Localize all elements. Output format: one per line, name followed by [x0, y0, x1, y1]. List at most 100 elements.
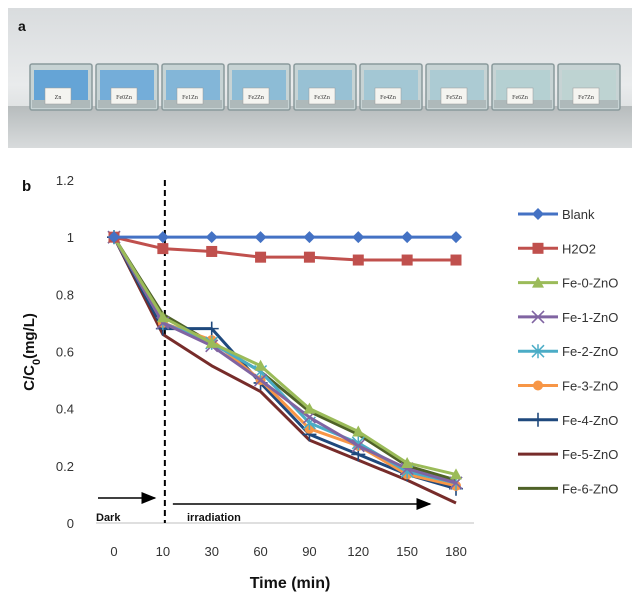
data-point	[352, 425, 365, 437]
legend-label: Fe-5-ZnO	[562, 447, 618, 462]
x-tick-label: 60	[253, 544, 267, 559]
series-fe-3-zno	[109, 232, 461, 491]
x-axis-title: Time (min)	[250, 575, 331, 592]
tray-label: Fe2Zn	[248, 95, 264, 101]
y-axis-ticks: 0 0.2 0.4 0.6 0.8 1 1.2	[56, 173, 74, 531]
y-tick-label: 0	[67, 516, 74, 531]
data-point	[532, 276, 544, 288]
legend-label: Fe-4-ZnO	[562, 413, 618, 428]
legend-entry: Fe-2-ZnO	[518, 344, 618, 359]
tray: Zn	[29, 63, 93, 111]
data-point	[531, 412, 545, 427]
x-tick-label: 150	[396, 544, 418, 559]
series-fe-2-zno	[107, 230, 463, 490]
data-point	[533, 380, 543, 391]
legend-entry: Fe-6-ZnO	[518, 481, 618, 496]
data-point	[156, 231, 169, 244]
series-fe-1-zno	[107, 230, 463, 490]
y-tick-label: 0.6	[56, 345, 74, 360]
panel-b-label: b	[22, 178, 32, 195]
data-point	[254, 373, 268, 387]
tray-label: Fe4Zn	[380, 95, 396, 101]
data-point	[531, 344, 545, 359]
legend-label: H2O2	[562, 241, 596, 256]
y-axis-title-text: C/C0(mg/L)	[21, 313, 43, 391]
phase-annotations: Dark irradiation	[96, 492, 432, 524]
y-tick-label: 0.4	[56, 402, 74, 417]
tray-label: Fe1Zn	[182, 95, 198, 101]
tray-label: Fe3Zn	[314, 95, 330, 101]
legend-entry: H2O2	[518, 241, 596, 256]
tray: Fe7Zn	[557, 63, 621, 111]
legend-entry: Fe-0-ZnO	[518, 276, 618, 291]
tray-label: Fe6Zn	[512, 95, 528, 101]
tray: Fe4Zn	[359, 63, 423, 111]
legend-entry: Fe-4-ZnO	[518, 413, 618, 428]
series-layer	[107, 230, 463, 505]
series-fe-5-zno	[112, 236, 457, 505]
tray: Fe5Zn	[425, 63, 489, 111]
data-point	[205, 231, 218, 244]
series-line	[112, 236, 457, 505]
degradation-line-chart: 0 0.2 0.4 0.6 0.8 1 1.2 0 10 30 60 90 120 150 180 Dar…	[21, 173, 618, 592]
tray-label: Fe0Zn	[116, 95, 132, 101]
data-point	[303, 402, 316, 414]
y-tick-label: 1.2	[56, 173, 74, 188]
legend-entry: Fe-1-ZnO	[518, 310, 618, 325]
data-point	[303, 251, 315, 263]
legend-label: Fe-0-ZnO	[562, 276, 618, 291]
data-point	[254, 231, 267, 244]
x-tick-label: 0	[110, 544, 117, 559]
data-point	[450, 468, 462, 480]
dark-label: Dark	[96, 512, 121, 524]
data-point	[532, 208, 544, 220]
data-point	[531, 310, 545, 324]
data-point	[108, 231, 120, 244]
series-line	[112, 236, 457, 476]
data-point	[157, 243, 169, 255]
series-line	[112, 236, 457, 485]
y-tick-label: 0.8	[56, 287, 74, 302]
panel-a-label: a	[18, 18, 26, 34]
tray-label: Fe7Zn	[578, 95, 594, 101]
series-fe-4-zno	[107, 230, 463, 496]
legend-label: Fe-2-ZnO	[562, 344, 618, 359]
series-fe-6-zno	[112, 236, 457, 482]
data-point	[401, 231, 414, 244]
data-point	[303, 231, 316, 244]
x-tick-label: 90	[302, 544, 316, 559]
data-point	[450, 254, 462, 266]
series-line	[112, 236, 457, 482]
x-tick-label: 120	[347, 544, 369, 559]
data-point	[255, 251, 267, 263]
data-point	[450, 231, 462, 244]
tray-label: Zn	[55, 95, 62, 101]
legend-entry: Blank	[518, 207, 595, 222]
data-point	[205, 336, 218, 348]
x-tick-label: 30	[204, 544, 218, 559]
legend-label: Fe-3-ZnO	[562, 379, 618, 394]
series-line	[113, 235, 456, 262]
series-fe-0-zno	[108, 231, 462, 480]
legend-label: Fe-1-ZnO	[562, 310, 618, 325]
data-point	[254, 359, 267, 371]
x-tick-label: 10	[156, 544, 170, 559]
legend-entry: Fe-5-ZnO	[518, 447, 618, 462]
tray-label: Fe5Zn	[446, 95, 462, 101]
legend-label: Fe-6-ZnO	[562, 481, 618, 496]
tray: Fe1Zn	[161, 63, 225, 111]
tray: Fe2Zn	[227, 63, 291, 111]
trays-photo-drawing: Zn Fe0Zn Fe1Zn Fe2Zn Fe3Zn Fe4Zn Fe5Zn Fe6Zn Fe7…	[8, 8, 632, 148]
legend-entry: Fe-3-ZnO	[518, 379, 618, 394]
data-point	[352, 231, 365, 244]
x-tick-label: 180	[445, 544, 467, 559]
tray: Fe3Zn	[293, 63, 357, 111]
data-point	[351, 439, 365, 453]
y-tick-label: 1	[67, 230, 74, 245]
data-point	[206, 245, 218, 257]
data-point	[401, 456, 414, 468]
data-point	[401, 254, 413, 266]
data-point	[156, 311, 169, 323]
irradiation-label: irradiation	[187, 512, 241, 524]
y-tick-label: 0.2	[56, 459, 74, 474]
